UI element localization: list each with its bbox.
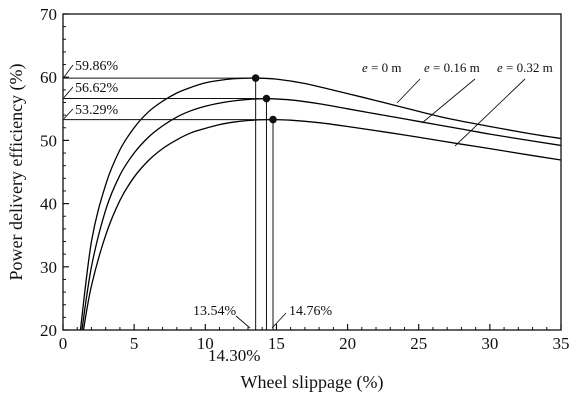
y-tick-label: 40 [40, 195, 57, 214]
series-label: e = 0 m [362, 60, 401, 75]
peak-annotations: 59.86% 13.54% 56.62% 14.30% 53.29% 14.76% [63, 59, 333, 365]
peak-x-label: 14.30% [208, 346, 260, 365]
series-label: e = 0.32 m [497, 60, 553, 75]
peak-y-label: 56.62% [75, 81, 119, 96]
x-tick-label: 30 [481, 334, 498, 353]
axis-ticks [62, 13, 562, 331]
x-tick-label: 10 [197, 334, 214, 353]
y-axis-title: Power delivery efficiency (%) [6, 63, 27, 280]
peak-y-leader [63, 108, 74, 119]
series-label-variable: e [497, 60, 503, 75]
peak-marker [262, 94, 271, 103]
peak-x-leader [271, 312, 287, 329]
peak-x-leader [235, 315, 251, 329]
y-tick-label: 20 [40, 321, 57, 340]
x-tick-label: 35 [553, 334, 570, 353]
series-curves [79, 77, 561, 330]
series-label-value: = 0.16 m [430, 60, 480, 75]
x-tick-label: 15 [268, 334, 285, 353]
x-tick-label: 25 [410, 334, 427, 353]
peak-marker [269, 115, 277, 124]
peak-y-leader [63, 64, 74, 78]
peak-markers [251, 74, 277, 124]
series-line [79, 77, 561, 330]
series-label-leader [421, 78, 476, 124]
x-tick-label: 5 [130, 334, 139, 353]
peak-y-label: 53.29% [75, 103, 119, 118]
plot-frame [62, 13, 562, 331]
y-tick-label: 60 [40, 68, 57, 87]
y-tick-label: 50 [40, 131, 57, 150]
series-label-leader [454, 78, 526, 147]
series-label-variable: e [424, 60, 430, 75]
series-line [82, 118, 561, 330]
series-label-variable: e [362, 60, 368, 75]
peak-guide-lines [63, 77, 274, 330]
peak-y-leader [63, 86, 74, 98]
peak-marker [251, 74, 260, 82]
axis-tick-labels: 0 5 10 15 20 25 30 35 20 30 40 50 60 70 [40, 5, 570, 353]
x-axis-title: Wheel slippage (%) [241, 372, 384, 393]
peak-x-label: 13.54% [193, 304, 237, 319]
x-tick-label: 0 [59, 334, 68, 353]
series-label-leader [396, 78, 421, 104]
y-tick-label: 30 [40, 258, 57, 277]
peak-y-label: 59.86% [75, 59, 119, 74]
series-label: e = 0.16 m [424, 60, 480, 75]
series-label-value: = 0.32 m [503, 60, 553, 75]
series-label-value: = 0 m [368, 60, 402, 75]
y-tick-label: 70 [40, 5, 57, 24]
x-tick-label: 20 [339, 334, 356, 353]
series-line [81, 97, 561, 330]
peak-x-label: 14.76% [289, 304, 333, 319]
